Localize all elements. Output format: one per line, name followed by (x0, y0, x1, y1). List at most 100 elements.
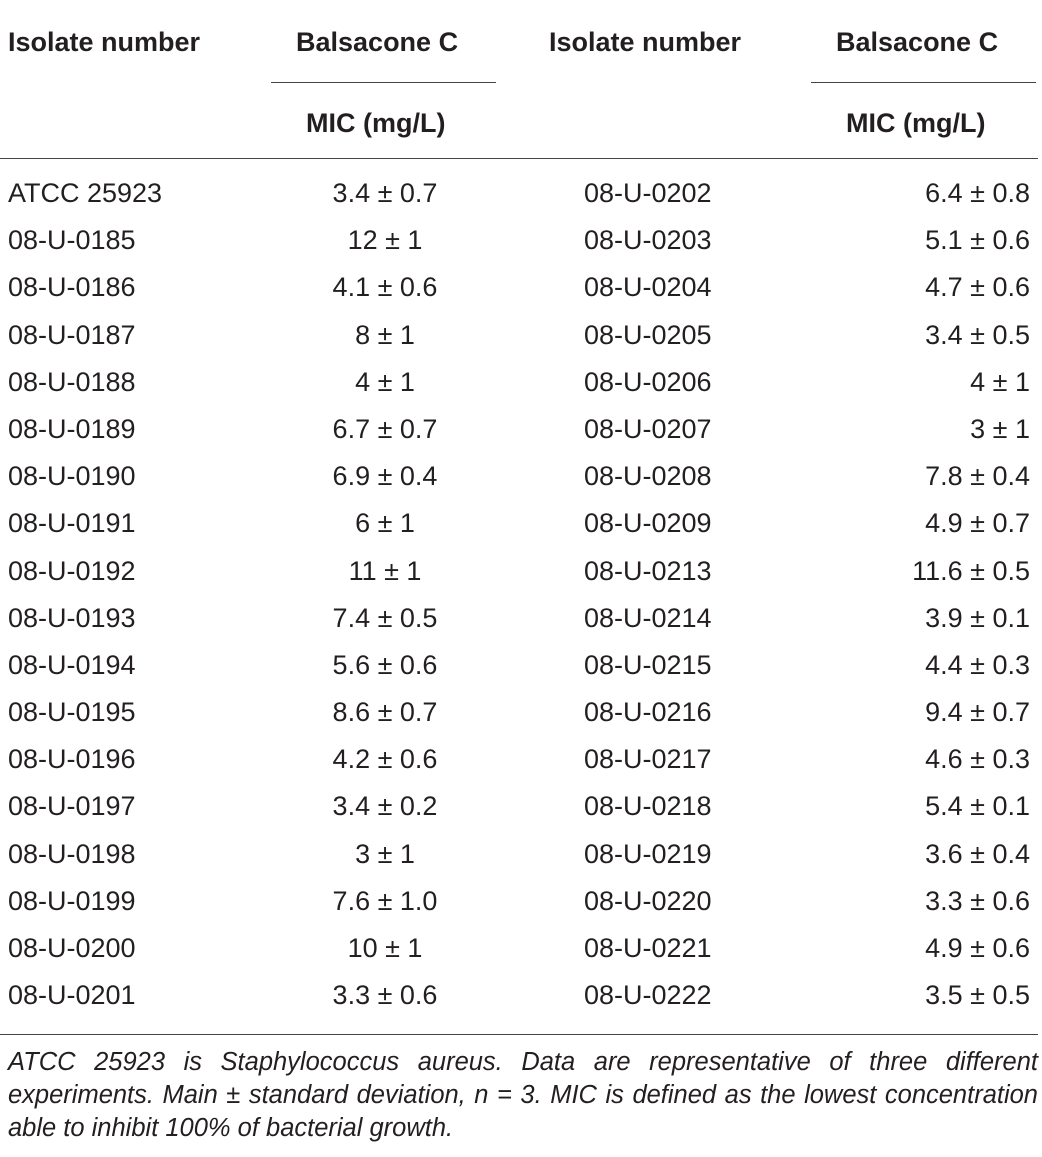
table-row: 08-U-0194 5.6 ± 0.6 08-U-0215 4.4 ± 0.3 (0, 642, 1042, 689)
table-row: 08-U-0195 8.6 ± 0.7 08-U-0216 9.4 ± 0.7 (0, 689, 1042, 736)
table-row: 08-U-0191 6 ± 1 08-U-0209 4.9 ± 0.7 (0, 500, 1042, 547)
mic-value-text: 4.9 ± 0.7 (925, 508, 1030, 539)
isolate-number-cell: 08-U-0186 (8, 272, 136, 303)
mic-value-cell: 11.6 ± 0.5 (820, 548, 1030, 595)
isolate-number-cell: 08-U-0221 (584, 933, 712, 963)
mic-value-cell: 4.9 ± 0.6 (820, 925, 1030, 972)
table-row: 08-U-0199 7.6 ± 1.0 08-U-0220 3.3 ± 0.6 (0, 878, 1042, 925)
mic-value-cell: 3.5 ± 0.5 (820, 972, 1030, 1019)
header-balsacone-c-2: Balsacone C (836, 27, 999, 57)
header-bottom-rule (0, 158, 1038, 159)
header-mic-2: MIC (mg/L) (846, 108, 986, 138)
isolate-number-cell: 08-U-0191 (8, 508, 136, 539)
mic-value-cell: 4.2 ± 0.6 (332, 744, 438, 775)
mic-value-cell: 3.4 ± 0.2 (332, 791, 438, 822)
mic-value-text: 11.6 ± 0.5 (912, 555, 1030, 586)
table-row: 08-U-0193 7.4 ± 0.5 08-U-0214 3.9 ± 0.1 (0, 595, 1042, 642)
isolate-number-cell: 08-U-0199 (8, 885, 136, 916)
mic-value-text: 3.5 ± 0.5 (925, 980, 1030, 1011)
mic-value-cell: 8 ± 1 (355, 319, 415, 350)
isolate-number-cell: 08-U-0196 (8, 744, 136, 775)
mic-value-cell: 11 ± 1 (348, 555, 422, 586)
mic-value-cell: 5.1 ± 0.6 (820, 217, 1030, 264)
mic-value-cell: 3.6 ± 0.4 (820, 831, 1030, 878)
mic-value-cell: 4 ± 1 (820, 359, 1030, 406)
isolate-number-cell: 08-U-0209 (584, 508, 712, 539)
header-underline-2 (811, 82, 1036, 83)
isolate-number-cell: 08-U-0206 (584, 366, 712, 397)
table-row: 08-U-0188 4 ± 1 08-U-0206 4 ± 1 (0, 359, 1042, 406)
table-row: 08-U-0196 4.2 ± 0.6 08-U-0217 4.6 ± 0.3 (0, 736, 1042, 783)
table-row: 08-U-0186 4.1 ± 0.6 08-U-0204 4.7 ± 0.6 (0, 264, 1042, 311)
mic-value-cell: 6.4 ± 0.8 (820, 170, 1030, 217)
isolate-number-cell: 08-U-0217 (584, 744, 712, 775)
mic-value-text: 4.6 ± 0.3 (925, 744, 1030, 775)
isolate-number-cell: 08-U-0214 (584, 602, 712, 633)
mic-value-cell: 6 ± 1 (355, 508, 415, 539)
mic-value-text: 3.4 ± 0.5 (925, 319, 1030, 350)
mic-value-text: 5.1 ± 0.6 (925, 225, 1030, 256)
mic-value-text: 3 ± 1 (970, 413, 1030, 444)
mic-value-cell: 4 ± 1 (355, 366, 415, 397)
mic-value-text: 3.6 ± 0.4 (925, 838, 1030, 869)
mic-value-cell: 4.9 ± 0.7 (820, 500, 1030, 547)
table-body: ATCC 25923 3.4 ± 0.7 08-U-0202 6.4 ± 0.8 08-… (0, 170, 1042, 1019)
mic-value-text: 4.9 ± 0.6 (925, 933, 1030, 963)
mic-value-cell: 6.7 ± 0.7 (332, 413, 438, 444)
mic-value-text: 7.8 ± 0.4 (925, 461, 1030, 492)
mic-value-cell: 9.4 ± 0.7 (820, 689, 1030, 736)
mic-value-cell: 8.6 ± 0.7 (332, 697, 438, 728)
mic-value-text: 4.4 ± 0.3 (925, 649, 1030, 680)
table-row: 08-U-0192 11 ± 1 08-U-0213 11.6 ± 0.5 (0, 548, 1042, 595)
isolate-number-cell: 08-U-0195 (8, 697, 136, 728)
table-row: 08-U-0198 3 ± 1 08-U-0219 3.6 ± 0.4 (0, 831, 1042, 878)
mic-value-text: 4 ± 1 (970, 366, 1030, 397)
isolate-number-cell: 08-U-0213 (584, 555, 712, 586)
mic-value-cell: 7.8 ± 0.4 (820, 453, 1030, 500)
isolate-number-cell: 08-U-0215 (584, 649, 712, 680)
table-row: 08-U-0187 8 ± 1 08-U-0205 3.4 ± 0.5 (0, 312, 1042, 359)
mic-value-cell: 12 ± 1 (347, 225, 423, 256)
isolate-number-cell: 08-U-0203 (584, 225, 712, 256)
table-bottom-rule (0, 1034, 1038, 1035)
isolate-number-cell: 08-U-0205 (584, 319, 712, 350)
mic-value-cell: 3.3 ± 0.6 (332, 980, 438, 1011)
table-row: 08-U-0200 10 ± 1 08-U-0221 4.9 ± 0.6 (0, 925, 1042, 972)
isolate-number-cell: 08-U-0190 (8, 461, 136, 492)
header-underline-1 (271, 82, 496, 83)
mic-value-cell: 3.4 ± 0.7 (332, 178, 438, 208)
mic-value-cell: 3 ± 1 (820, 406, 1030, 453)
table-row: 08-U-0201 3.3 ± 0.6 08-U-0222 3.5 ± 0.5 (0, 972, 1042, 1019)
mic-value-text: 3.9 ± 0.1 (925, 602, 1030, 633)
mic-value-cell: 3.4 ± 0.5 (820, 312, 1030, 359)
mic-value-text: 6.4 ± 0.8 (925, 178, 1030, 208)
isolate-number-cell: 08-U-0220 (584, 885, 712, 916)
mic-value-cell: 3 ± 1 (355, 838, 415, 869)
header-mic-1: MIC (mg/L) (306, 108, 446, 138)
mic-value-text: 9.4 ± 0.7 (925, 697, 1030, 728)
mic-value-cell: 5.4 ± 0.1 (820, 783, 1030, 830)
mic-value-cell: 5.6 ± 0.6 (332, 649, 438, 680)
isolate-number-cell: 08-U-0194 (8, 649, 136, 680)
table-row: 08-U-0197 3.4 ± 0.2 08-U-0218 5.4 ± 0.1 (0, 783, 1042, 830)
table-row: 08-U-0189 6.7 ± 0.7 08-U-0207 3 ± 1 (0, 406, 1042, 453)
table-footnote: ATCC 25923 is Staphylococcus aureus. Dat… (8, 1048, 1038, 1142)
isolate-number-cell: 08-U-0198 (8, 838, 136, 869)
mic-value-cell: 4.6 ± 0.3 (820, 736, 1030, 783)
table-row: ATCC 25923 3.4 ± 0.7 08-U-0202 6.4 ± 0.8 (0, 170, 1042, 217)
isolate-number-cell: 08-U-0222 (584, 980, 712, 1011)
isolate-number-cell: 08-U-0192 (8, 555, 136, 586)
mic-value-cell: 7.6 ± 1.0 (332, 885, 438, 916)
mic-value-cell: 4.7 ± 0.6 (820, 264, 1030, 311)
isolate-number-cell: 08-U-0218 (584, 791, 712, 822)
header-isolate-number-2: Isolate number (549, 27, 742, 57)
isolate-number-cell: 08-U-0204 (584, 272, 712, 303)
mic-value-text: 4.7 ± 0.6 (925, 272, 1030, 303)
mic-value-cell: 4.1 ± 0.6 (332, 272, 438, 303)
header-balsacone-c-1: Balsacone C (296, 27, 459, 57)
isolate-number-cell: ATCC 25923 (8, 178, 163, 208)
mic-value-text: 3.3 ± 0.6 (925, 885, 1030, 916)
isolate-number-cell: 08-U-0197 (8, 791, 136, 822)
isolate-number-cell: 08-U-0208 (584, 461, 712, 492)
